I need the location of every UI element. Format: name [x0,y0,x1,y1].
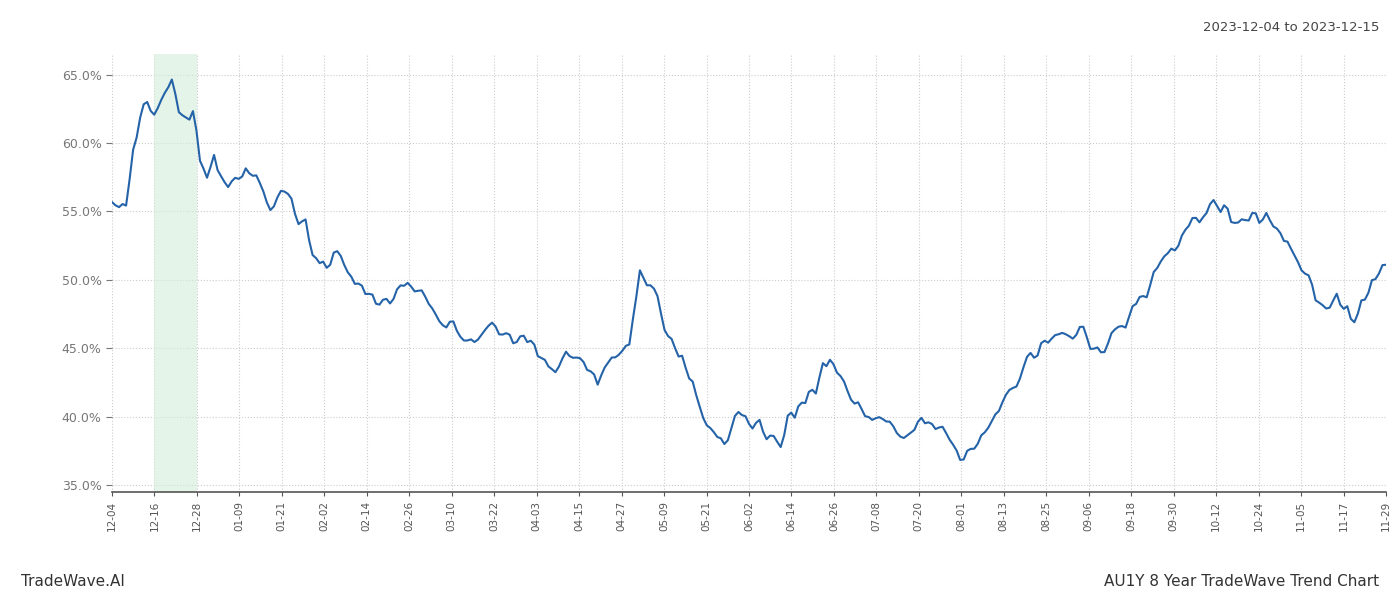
Text: AU1Y 8 Year TradeWave Trend Chart: AU1Y 8 Year TradeWave Trend Chart [1103,574,1379,589]
Text: 2023-12-04 to 2023-12-15: 2023-12-04 to 2023-12-15 [1203,21,1379,34]
Text: TradeWave.AI: TradeWave.AI [21,574,125,589]
Bar [154,54,197,492]
